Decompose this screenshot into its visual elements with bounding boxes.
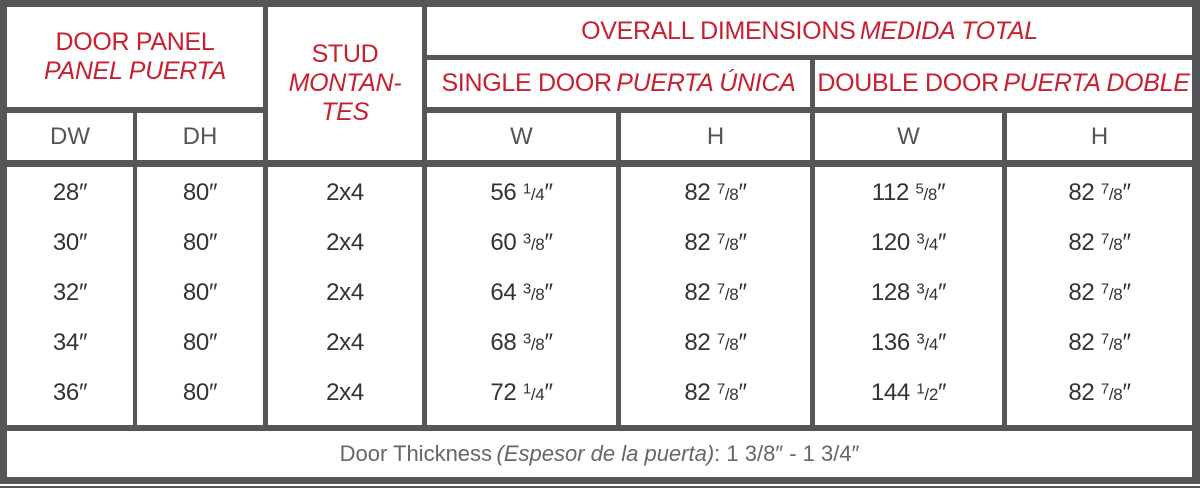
fraction: 3/8 [522, 280, 545, 304]
column-dh: 80″ 80″ 80″ 80″ 80″ [137, 167, 263, 425]
fraction: 3/8 [522, 330, 545, 354]
stud-label: STUD [311, 40, 379, 68]
footer-value: : 1 3/8″ - 1 3/4″ [714, 441, 860, 466]
subheader-label: W [897, 122, 920, 150]
subheader-dh: DH [137, 113, 263, 160]
fraction: 7/8 [1100, 230, 1123, 254]
single-label: SINGLE DOOR [441, 69, 612, 97]
cell-stud: 2x4 [326, 329, 364, 356]
cell-dbw: 144 1/2″ [870, 379, 947, 406]
cell-dw: 34″ [52, 329, 88, 356]
door-panel-label-es: PANEL PUERTA [43, 57, 227, 85]
fraction: 3/4 [916, 330, 938, 354]
cell-sw: 72 1/4″ [490, 379, 553, 406]
fraction: 7/8 [1100, 280, 1123, 304]
fraction: 3/4 [916, 280, 938, 304]
overall-label-es: MEDIDA TOTAL [859, 16, 1038, 45]
fraction: 7/8 [716, 330, 739, 354]
subheader-w: W [427, 113, 616, 160]
header-door-panel: DOOR PANEL PANEL PUERTA [7, 7, 263, 107]
footer-door-thickness: Door Thickness (Espesor de la puerta): 1… [7, 431, 1192, 477]
cell-stud: 2x4 [326, 279, 364, 306]
door-panel-label: DOOR PANEL [55, 28, 215, 56]
cell-sh: 82 7/8″ [684, 379, 747, 406]
header-overall-dimensions: OVERALL DIMENSIONS MEDIDA TOTAL [427, 7, 1192, 55]
cell-sw: 60 3/8″ [490, 229, 553, 256]
fraction: 1/4 [522, 180, 545, 204]
cell-dbh: 82 7/8″ [1068, 279, 1131, 306]
cell-dbh: 82 7/8″ [1068, 379, 1131, 406]
cell-dw: 36″ [52, 379, 88, 406]
stud-label-es-1: MONTAN- [288, 69, 402, 97]
subheader-label: DH [182, 122, 218, 150]
header-single-door: SINGLE DOOR PUERTA ÚNICA [427, 60, 810, 107]
cell-dh: 80″ [182, 279, 218, 306]
cell-sw: 56 1/4″ [490, 179, 553, 206]
fraction: 7/8 [716, 180, 739, 204]
footer-label: Door Thickness [339, 441, 493, 466]
cell-dbw: 112 5/8″ [871, 179, 946, 206]
fraction: 1/4 [522, 380, 545, 404]
cell-dbw: 120 3/4″ [870, 229, 947, 256]
subheader-h: H [621, 113, 810, 160]
header-double-door: DOUBLE DOOR PUERTA DOBLE [815, 60, 1192, 107]
subheader-h: H [1007, 113, 1192, 160]
cell-dbh: 82 7/8″ [1068, 179, 1131, 206]
cell-stud: 2x4 [326, 379, 364, 406]
cell-dw: 32″ [52, 279, 88, 306]
cell-sh: 82 7/8″ [684, 329, 747, 356]
subheader-label: DW [50, 122, 90, 150]
cell-dbw: 136 3/4″ [870, 329, 947, 356]
fraction: 7/8 [1100, 380, 1123, 404]
cell-dw: 28″ [52, 179, 88, 206]
fraction: 7/8 [716, 380, 739, 404]
column-stud: 2x4 2x4 2x4 2x4 2x4 [268, 167, 422, 425]
fraction: 3/8 [522, 230, 545, 254]
cell-dh: 80″ [182, 379, 218, 406]
subheader-w: W [815, 113, 1002, 160]
double-label: DOUBLE DOOR [817, 69, 999, 97]
single-label-es: PUERTA ÚNICA [616, 69, 796, 97]
cell-dbh: 82 7/8″ [1068, 229, 1131, 256]
column-dbh: 82 7/8″ 82 7/8″ 82 7/8″ 82 7/8″ 82 7/8″ [1007, 167, 1192, 425]
subheader-label: H [1090, 122, 1109, 150]
cell-dh: 80″ [182, 229, 218, 256]
column-dw: 28″ 30″ 32″ 34″ 36″ [7, 167, 133, 425]
cell-sh: 82 7/8″ [684, 279, 747, 306]
cell-sw: 68 3/8″ [490, 329, 553, 356]
footer-label-es: (Espesor de la puerta) [496, 441, 715, 466]
cell-dh: 80″ [182, 329, 218, 356]
cell-stud: 2x4 [326, 179, 364, 206]
cell-sh: 82 7/8″ [684, 229, 747, 256]
column-dbw: 112 5/8″ 120 3/4″ 128 3/4″ 136 3/4″ 144 1/2″ [815, 167, 1002, 425]
subheader-dw: DW [7, 113, 133, 160]
fraction: 7/8 [1100, 330, 1123, 354]
subheader-label: H [706, 122, 725, 150]
bottom-line [0, 484, 1200, 486]
cell-dh: 80″ [182, 179, 218, 206]
fraction: 7/8 [1100, 180, 1123, 204]
subheader-label: W [510, 122, 533, 150]
column-sw: 56 1/4″ 60 3/8″ 64 3/8″ 68 3/8″ 72 1/4″ [427, 167, 616, 425]
fraction: 1/2 [916, 380, 938, 404]
cell-dbw: 128 3/4″ [870, 279, 947, 306]
double-label-es: PUERTA DOBLE [1003, 69, 1190, 97]
column-sh: 82 7/8″ 82 7/8″ 82 7/8″ 82 7/8″ 82 7/8″ [621, 167, 810, 425]
cell-sh: 82 7/8″ [684, 179, 747, 206]
cell-stud: 2x4 [326, 229, 364, 256]
overall-label: OVERALL DIMENSIONS [581, 16, 856, 45]
fraction: 7/8 [716, 280, 739, 304]
fraction: 7/8 [716, 230, 739, 254]
cell-dw: 30″ [52, 229, 88, 256]
header-stud: STUD MONTAN- TES [268, 7, 422, 160]
fraction: 3/4 [916, 230, 938, 254]
stud-label-es-2: TES [321, 98, 369, 126]
cell-dbh: 82 7/8″ [1068, 329, 1131, 356]
fraction: 5/8 [915, 180, 938, 204]
cell-sw: 64 3/8″ [490, 279, 553, 306]
